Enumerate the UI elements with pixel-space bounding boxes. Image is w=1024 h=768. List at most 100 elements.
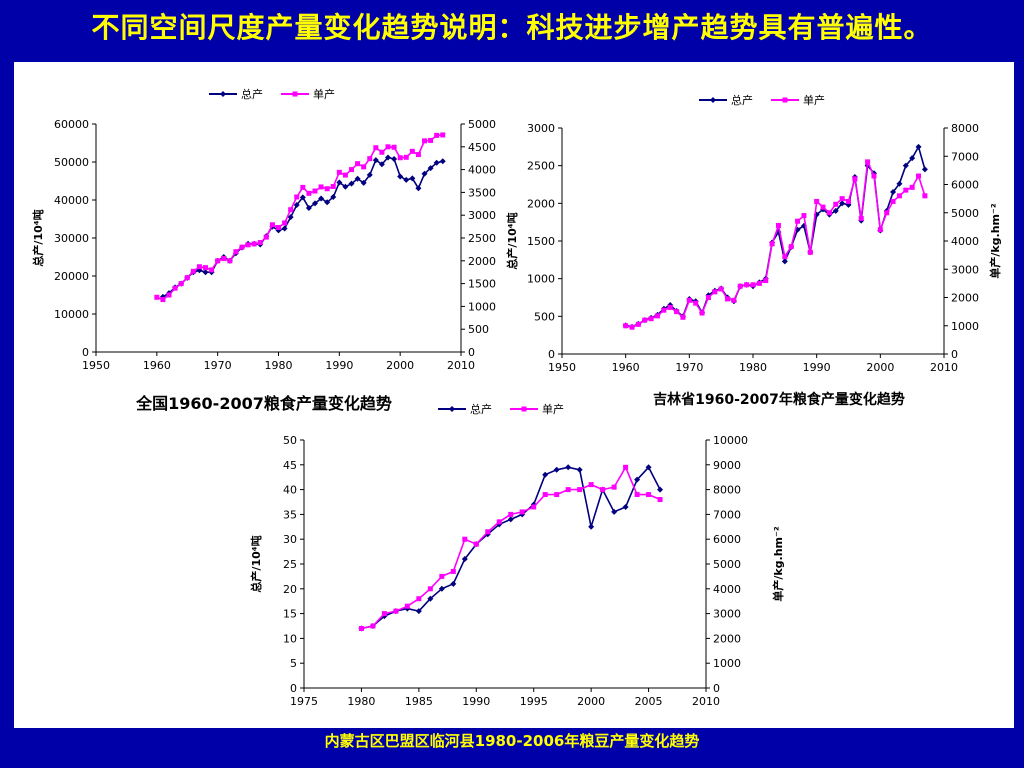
point-total: [196, 267, 203, 274]
point-unit: [485, 529, 491, 535]
point-unit: [782, 254, 788, 260]
point-total: [800, 222, 807, 229]
x-tick-label: 1990: [325, 359, 353, 372]
point-total: [409, 175, 416, 182]
y2-axis-label: 单产/kg.hm⁻²: [771, 526, 785, 601]
y2-tick-label: 0: [468, 346, 475, 359]
slide-title: 不同空间尺度产量变化趋势说明：科技进步增产趋势具有普遍性。: [91, 11, 933, 44]
point-unit: [542, 492, 548, 498]
point-unit: [403, 154, 409, 160]
x-tick-label: 2010: [447, 359, 475, 372]
point-unit: [623, 464, 629, 470]
x-tick-label: 1990: [803, 361, 831, 374]
point-unit: [705, 295, 711, 300]
point-unit: [565, 487, 571, 493]
y2-tick-label: 4500: [468, 141, 496, 154]
point-unit: [263, 234, 269, 240]
point-unit: [674, 309, 680, 315]
y-tick-label: 2500: [527, 160, 555, 173]
chart-2: 1950 1960 1970 1980 1990 2000 2010050010001500…: [505, 93, 1002, 408]
chart-caption: 全国1960-2007粮食产量变化趋势: [135, 394, 392, 413]
point-unit: [473, 541, 479, 547]
y2-tick-label: 1000: [951, 320, 979, 333]
point-unit: [699, 310, 705, 316]
point-unit: [154, 294, 160, 300]
point-unit: [852, 176, 858, 182]
point-unit: [877, 227, 883, 233]
y-tick-label: 20: [283, 583, 297, 596]
point-unit: [871, 173, 877, 179]
point-unit: [896, 193, 902, 199]
point-unit: [629, 324, 635, 330]
legend-label: 总产: [241, 87, 263, 101]
x-tick-label: 1985: [405, 695, 433, 708]
point-unit: [839, 196, 845, 202]
point-unit: [215, 258, 221, 264]
point-total: [909, 155, 916, 162]
point-unit: [642, 317, 648, 323]
legend-marker: [292, 91, 298, 97]
y2-tick-label: 500: [468, 323, 489, 336]
point-total: [902, 162, 909, 169]
point-total: [415, 608, 422, 615]
point-total: [890, 189, 897, 196]
point-unit: [890, 198, 896, 204]
y-axis-label: 总产/10⁴吨: [31, 209, 45, 266]
y-tick-label: 2000: [527, 197, 555, 210]
y2-tick-label: 2500: [468, 232, 496, 245]
point-total: [348, 180, 355, 187]
point-unit: [807, 249, 813, 255]
x-tick-label: 1970: [204, 359, 232, 372]
y2-tick-label: 2000: [713, 632, 741, 645]
point-total: [342, 183, 349, 190]
y2-tick-label: 2000: [468, 255, 496, 268]
point-unit: [884, 210, 890, 216]
y2-tick-label: 3000: [713, 608, 741, 621]
point-unit: [239, 244, 245, 250]
point-total: [427, 165, 434, 172]
y-tick-label: 0: [548, 348, 555, 361]
point-unit: [172, 285, 178, 291]
y2-tick-label: 5000: [468, 118, 496, 131]
point-unit: [257, 240, 263, 246]
point-unit: [667, 304, 673, 310]
legend-label: 单产: [542, 402, 564, 416]
point-unit: [306, 190, 312, 196]
point-unit: [269, 222, 275, 228]
point-total: [450, 580, 457, 587]
y2-tick-label: 2000: [951, 292, 979, 305]
point-unit: [718, 286, 724, 292]
point-unit: [349, 167, 354, 173]
point-unit: [600, 487, 606, 493]
y-tick-label: 45: [283, 459, 297, 472]
point-unit: [686, 297, 692, 303]
y2-tick-label: 7000: [951, 150, 979, 163]
x-tick-label: 1950: [548, 361, 576, 374]
legend-label: 单产: [313, 87, 335, 101]
y2-tick-label: 4000: [713, 583, 741, 596]
jilin-grain-chart: 1950 1960 1970 1980 1990 2000 2010050010001500…: [505, 93, 1002, 408]
point-unit: [336, 169, 342, 175]
point-unit: [288, 207, 294, 213]
point-unit: [554, 492, 560, 498]
y-tick-label: 1000: [527, 273, 555, 286]
y2-tick-label: 7000: [713, 508, 741, 521]
point-unit: [184, 275, 190, 281]
point-unit: [367, 156, 373, 162]
y2-tick-label: 9000: [713, 459, 741, 472]
point-unit: [385, 144, 391, 150]
point-unit: [381, 611, 387, 617]
point-total: [542, 471, 549, 478]
x-tick-label: 1980: [265, 359, 293, 372]
y2-tick-label: 3000: [951, 263, 979, 276]
legend-marker: [521, 406, 527, 412]
y-tick-label: 30000: [54, 232, 89, 245]
point-unit: [846, 198, 851, 204]
x-tick-label: 1960: [612, 361, 640, 374]
point-total: [293, 201, 300, 208]
point-unit: [294, 194, 300, 200]
chart-3: 1975 1980 1985 1990 1995 2000 2005 201005101520…: [249, 434, 785, 708]
point-total: [813, 211, 820, 218]
y-tick-label: 35: [283, 508, 297, 521]
point-unit: [370, 623, 376, 629]
